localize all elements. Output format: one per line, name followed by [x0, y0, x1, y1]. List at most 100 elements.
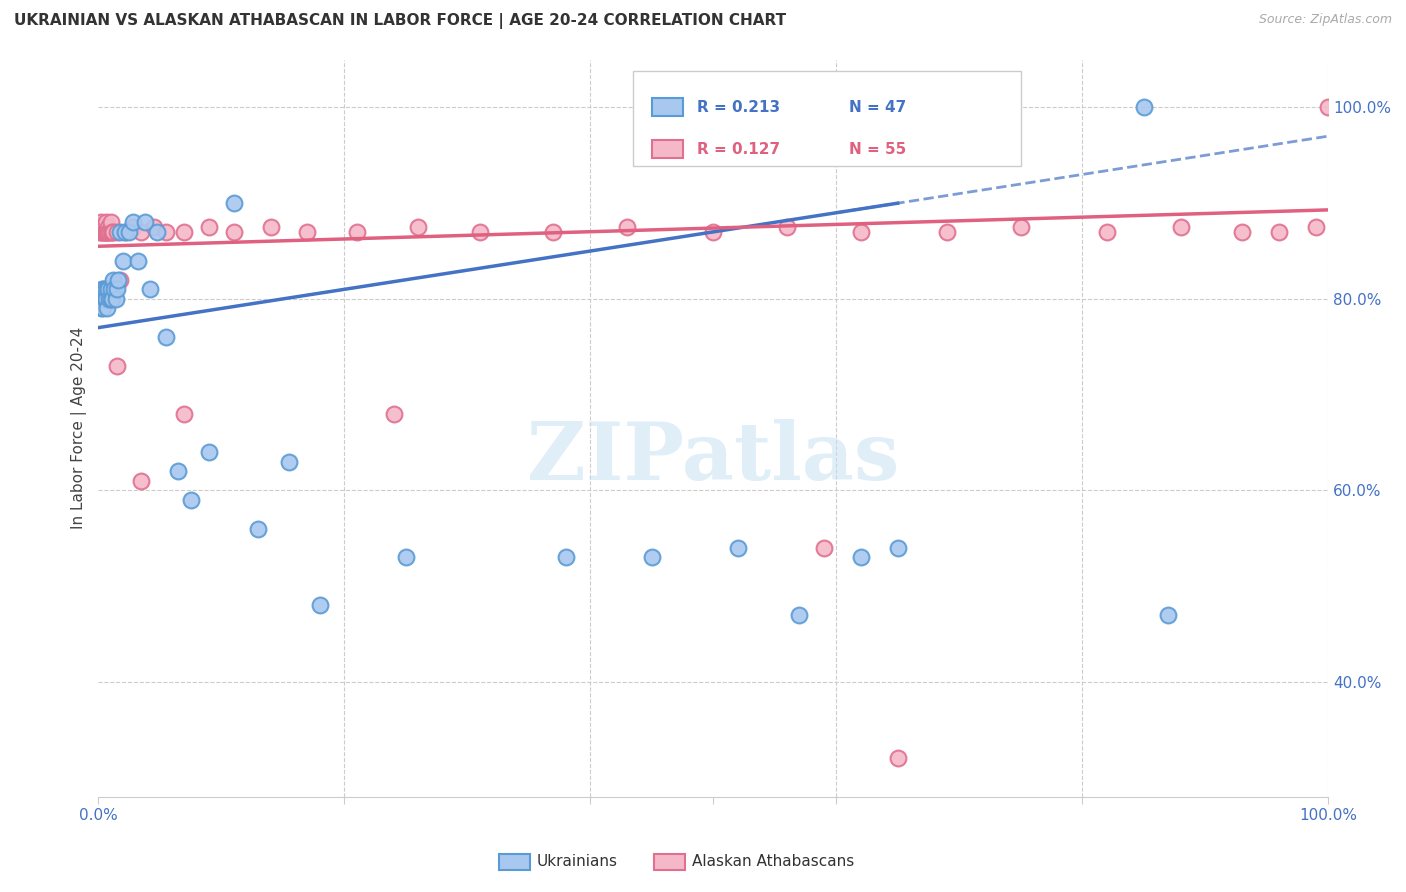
- Point: [93, 225, 115, 239]
- Text: N = 47: N = 47: [849, 100, 905, 114]
- Point: [110, 225, 132, 239]
- Point: [114, 225, 136, 239]
- Point: [395, 550, 418, 565]
- Point: [134, 215, 156, 229]
- Point: [222, 225, 245, 239]
- Point: [98, 225, 121, 239]
- Point: [1010, 220, 1032, 235]
- Point: [101, 225, 124, 239]
- Point: [727, 541, 749, 555]
- Point: [702, 225, 724, 239]
- Point: [96, 225, 118, 239]
- Point: [96, 282, 118, 296]
- Point: [100, 215, 122, 229]
- Point: [1170, 220, 1192, 235]
- Point: [849, 225, 872, 239]
- Text: Ukrainians: Ukrainians: [537, 855, 619, 869]
- Point: [127, 253, 149, 268]
- Text: N = 55: N = 55: [849, 142, 905, 157]
- Point: [100, 225, 122, 239]
- Point: [406, 220, 429, 235]
- Point: [111, 253, 134, 268]
- Point: [382, 407, 405, 421]
- Point: [93, 282, 115, 296]
- Point: [886, 541, 908, 555]
- Point: [554, 550, 576, 565]
- Point: [543, 225, 565, 239]
- Point: [97, 282, 120, 296]
- Point: [222, 196, 245, 211]
- Point: [107, 273, 129, 287]
- Point: [105, 225, 128, 239]
- Text: ZIPatlas: ZIPatlas: [527, 418, 900, 497]
- Point: [173, 225, 195, 239]
- Point: [101, 292, 124, 306]
- Point: [96, 225, 118, 239]
- FancyBboxPatch shape: [652, 98, 682, 116]
- Point: [155, 330, 177, 344]
- Point: [198, 445, 221, 459]
- Point: [91, 292, 114, 306]
- Point: [91, 301, 114, 316]
- Point: [121, 220, 143, 235]
- Point: [91, 282, 114, 296]
- Point: [813, 541, 835, 555]
- Point: [90, 215, 112, 229]
- Point: [94, 292, 117, 306]
- Point: [93, 292, 115, 306]
- Point: [118, 225, 141, 239]
- Point: [886, 751, 908, 765]
- Point: [94, 225, 117, 239]
- Point: [91, 220, 114, 235]
- Point: [121, 215, 143, 229]
- Point: [131, 474, 153, 488]
- Point: [789, 607, 811, 622]
- FancyBboxPatch shape: [652, 140, 682, 159]
- Text: Source: ZipAtlas.com: Source: ZipAtlas.com: [1258, 13, 1392, 27]
- Point: [297, 225, 319, 239]
- Point: [849, 550, 872, 565]
- Y-axis label: In Labor Force | Age 20-24: In Labor Force | Age 20-24: [72, 327, 87, 529]
- Point: [173, 407, 195, 421]
- Point: [91, 282, 114, 296]
- Point: [935, 225, 957, 239]
- Point: [641, 550, 664, 565]
- Text: Alaskan Athabascans: Alaskan Athabascans: [692, 855, 853, 869]
- Point: [91, 225, 114, 239]
- Point: [89, 225, 111, 239]
- Point: [259, 220, 281, 235]
- Point: [101, 273, 124, 287]
- Point: [616, 220, 638, 235]
- Point: [180, 492, 202, 507]
- Point: [105, 282, 128, 296]
- Point: [155, 225, 177, 239]
- Point: [91, 225, 114, 239]
- Point: [1095, 225, 1118, 239]
- Point: [98, 292, 121, 306]
- Point: [776, 220, 799, 235]
- Point: [1305, 220, 1327, 235]
- Point: [96, 301, 118, 316]
- Point: [346, 225, 368, 239]
- Point: [1157, 607, 1180, 622]
- Point: [1268, 225, 1291, 239]
- Point: [1132, 100, 1154, 114]
- Point: [91, 220, 114, 235]
- Point: [114, 225, 136, 239]
- Point: [89, 220, 111, 235]
- Point: [90, 301, 112, 316]
- Point: [100, 282, 122, 296]
- Point: [1317, 100, 1340, 114]
- FancyBboxPatch shape: [633, 70, 1021, 167]
- Point: [90, 225, 112, 239]
- Point: [247, 522, 270, 536]
- Point: [97, 225, 120, 239]
- Point: [94, 215, 117, 229]
- Point: [105, 359, 128, 373]
- Point: [100, 292, 122, 306]
- Point: [97, 220, 120, 235]
- Point: [110, 273, 132, 287]
- Point: [468, 225, 491, 239]
- Point: [308, 599, 330, 613]
- Text: R = 0.127: R = 0.127: [697, 142, 780, 157]
